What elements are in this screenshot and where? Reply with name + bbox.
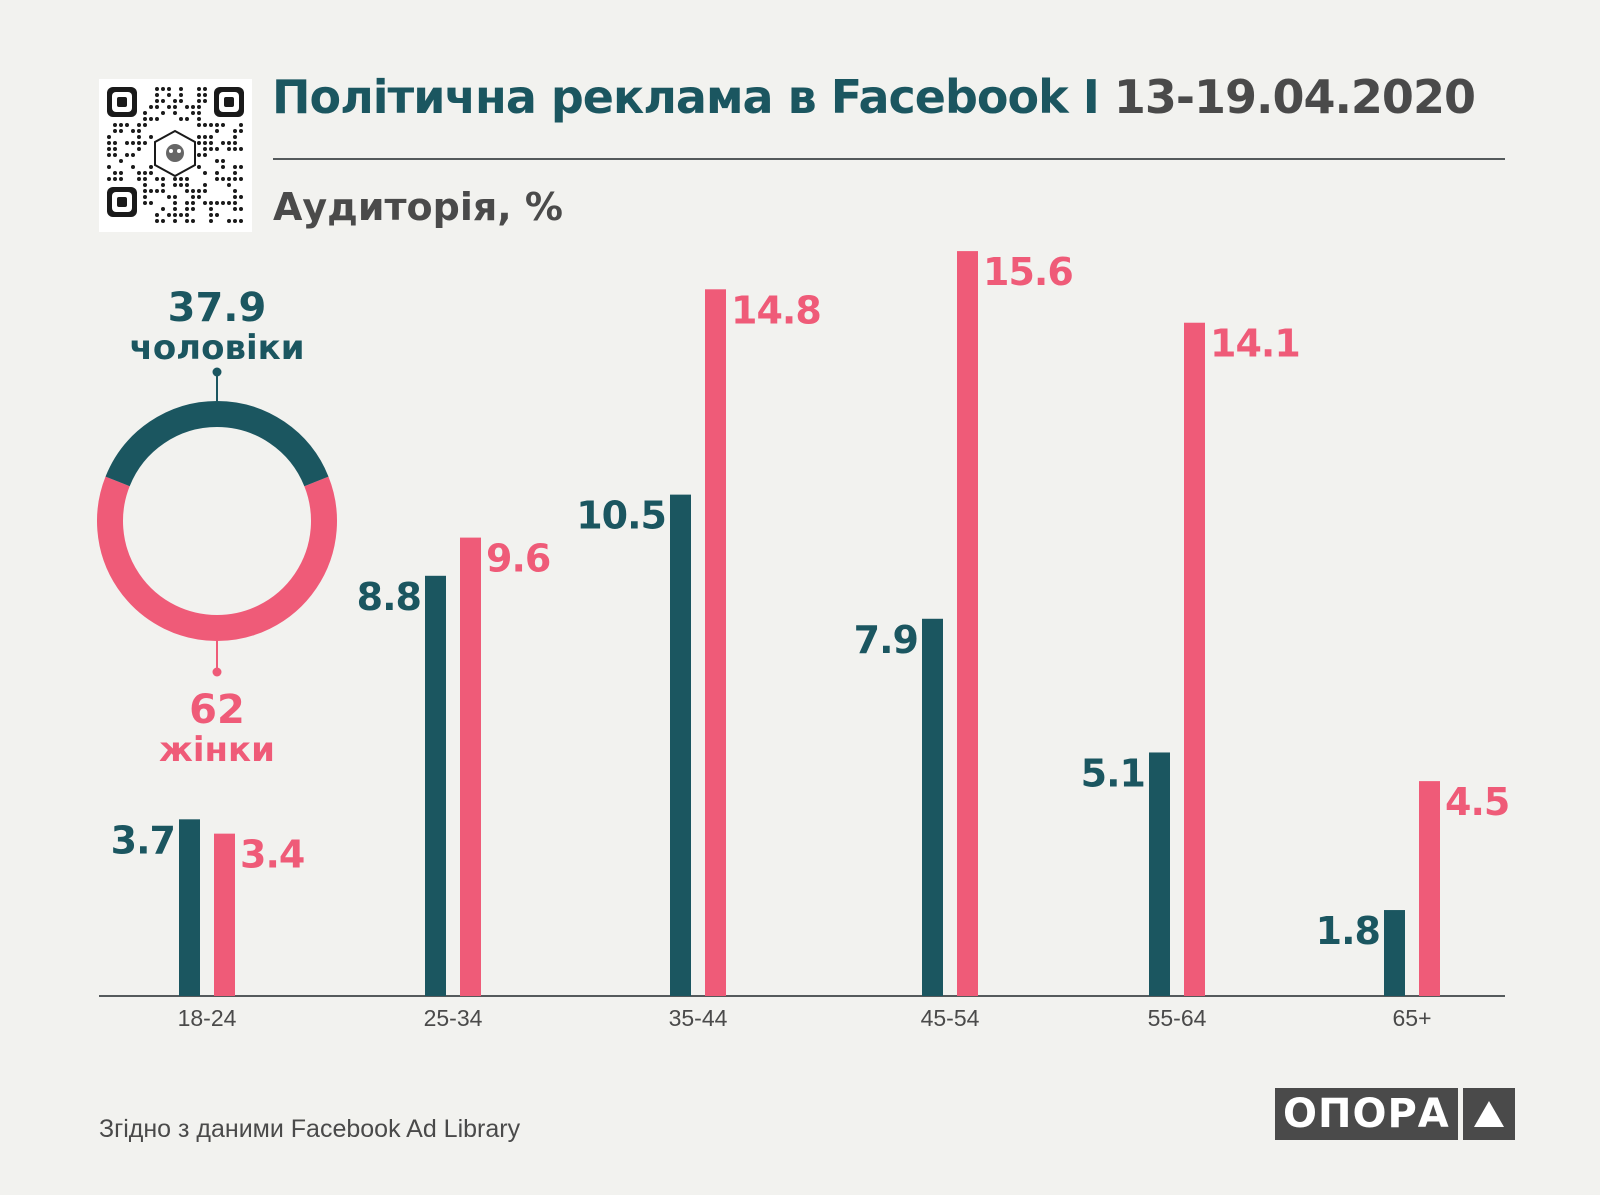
bar-women-45-54 xyxy=(957,251,978,997)
donut-slice-women xyxy=(97,476,337,641)
bar-women-25-34 xyxy=(460,537,481,996)
bar-men-35-44 xyxy=(670,494,691,996)
data-label-men-25-34: 8.8 xyxy=(357,575,421,619)
donut-men-label: чоловіки xyxy=(129,328,304,368)
donut-women-connector-dot xyxy=(212,667,222,677)
x-tick-label-65+: 65+ xyxy=(1392,1005,1431,1031)
bar-women-65+ xyxy=(1419,781,1440,996)
data-label-women-18-24: 3.4 xyxy=(240,833,304,877)
bar-men-45-54 xyxy=(922,618,943,996)
qr-code xyxy=(99,79,252,232)
bar-women-55-64 xyxy=(1184,322,1205,997)
data-label-women-45-54: 15.6 xyxy=(983,250,1073,294)
x-tick-label-45-54: 45-54 xyxy=(921,1005,980,1031)
donut-men-connector-dot xyxy=(212,367,222,377)
data-label-men-55-64: 5.1 xyxy=(1081,751,1145,795)
title-divider xyxy=(273,158,1505,160)
bar-women-35-44 xyxy=(705,289,726,996)
data-label-men-65+: 1.8 xyxy=(1316,909,1380,953)
data-label-men-45-54: 7.9 xyxy=(854,618,918,662)
page-title: Політична реклама в Facebook I 13-19.04.… xyxy=(272,70,1476,124)
bar-men-55-64 xyxy=(1149,752,1170,996)
data-label-men-35-44: 10.5 xyxy=(576,494,666,538)
data-label-men-18-24: 3.7 xyxy=(111,818,175,862)
bar-men-65+ xyxy=(1384,910,1405,996)
title-separator: I xyxy=(1067,70,1114,124)
x-tick-label-55-64: 55-64 xyxy=(1148,1005,1207,1031)
data-label-women-55-64: 14.1 xyxy=(1210,322,1300,366)
data-label-women-25-34: 9.6 xyxy=(486,537,550,581)
donut-women-label: жінки xyxy=(159,730,275,770)
logo-triangle-icon xyxy=(1462,1088,1515,1140)
x-tick-label-18-24: 18-24 xyxy=(178,1005,237,1031)
data-label-women-35-44: 14.8 xyxy=(731,288,821,332)
bar-men-25-34 xyxy=(425,575,446,996)
opora-logo: ОПОРА xyxy=(1275,1088,1515,1140)
logo-text: ОПОРА xyxy=(1275,1088,1458,1140)
donut-slice-men xyxy=(105,401,329,487)
qr-code-graphic xyxy=(107,87,244,223)
subtitle: Аудиторія, % xyxy=(273,185,563,229)
bar-women-18-24 xyxy=(214,833,235,996)
title-date: 13-19.04.2020 xyxy=(1113,70,1476,124)
x-tick-label-25-34: 25-34 xyxy=(424,1005,483,1031)
source-note: Згідно з даними Facebook Ad Library xyxy=(99,1115,521,1143)
x-tick-label-35-44: 35-44 xyxy=(669,1005,728,1031)
donut-women-value: 62 xyxy=(189,687,245,733)
data-label-women-65+: 4.5 xyxy=(1445,780,1509,824)
title-main: Політична реклама в Facebook xyxy=(272,70,1069,124)
bar-men-18-24 xyxy=(179,819,200,996)
donut-men-value: 37.9 xyxy=(168,285,267,331)
